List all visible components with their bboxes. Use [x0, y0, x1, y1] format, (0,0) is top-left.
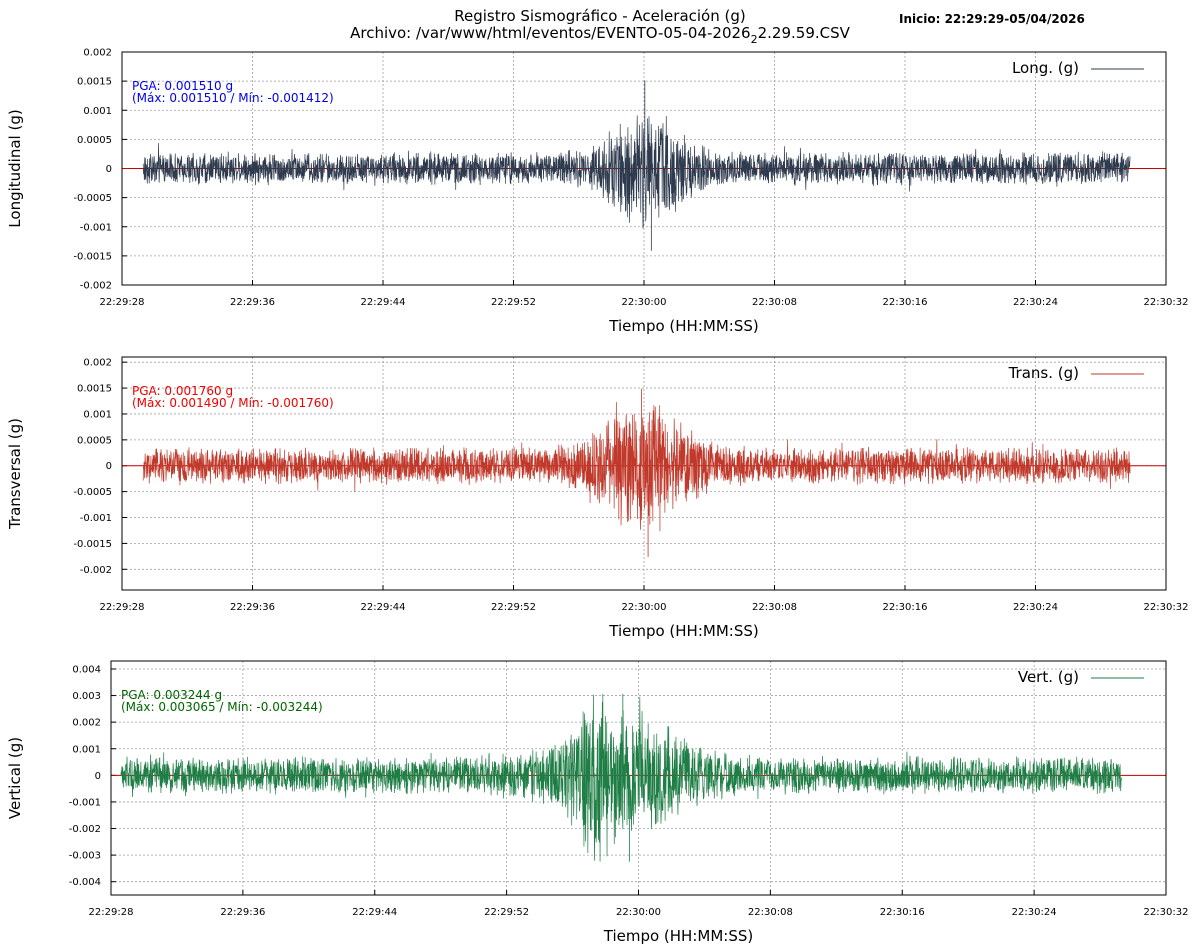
- chart-vertical: 22:29:28 22:29:36 22:29:44 22:29:52 22:30:00…: [6, 660, 1189, 945]
- y-tick-label: -0.003: [69, 851, 101, 862]
- y-axis-label: Vertical (g): [6, 737, 24, 819]
- x-tick-label: 22:30:32: [1144, 297, 1189, 308]
- y-axis-label: Longitudinal (g): [6, 109, 24, 227]
- x-tick-label: 22:29:52: [491, 297, 536, 308]
- series-line-longitudinal: [142, 115, 1131, 229]
- y-axis-label: Transversal (g): [6, 418, 24, 530]
- y-tick-label: 0.004: [72, 664, 101, 675]
- max-min-annotation: (Máx: 0.001490 / Mín: -0.001760): [132, 396, 334, 410]
- y-tick-label: 0.0005: [77, 435, 112, 446]
- x-tick-label: 22:29:28: [89, 907, 134, 918]
- x-tick-label: 22:29:44: [352, 907, 397, 918]
- pga-annotation: PGA: 0.001760 g: [132, 384, 233, 398]
- y-tick-label: 0: [106, 461, 112, 472]
- x-axis-label: Tiempo (HH:MM:SS): [608, 622, 758, 640]
- x-tick-label: 22:30:32: [1144, 602, 1189, 613]
- x-tick-label: 22:29:28: [100, 602, 145, 613]
- x-tick-label: 22:30:16: [880, 907, 925, 918]
- y-tick-label: 0.0005: [77, 135, 112, 146]
- x-tick-label: 22:29:36: [220, 907, 265, 918]
- y-tick-label: 0.0015: [77, 384, 112, 395]
- x-tick-label: 22:30:16: [883, 602, 928, 613]
- x-tick-label: 22:30:32: [1144, 907, 1189, 918]
- x-tick-label: 22:30:08: [748, 907, 793, 918]
- title-file-subscript: 2: [751, 33, 758, 46]
- x-tick-label: 22:29:44: [361, 602, 406, 613]
- y-tick-label: -0.001: [69, 797, 101, 808]
- x-tick-label: 22:29:52: [484, 907, 529, 918]
- y-tick-label: 0: [95, 771, 101, 782]
- start-time-label: Inicio: 22:29:29-05/04/2026: [899, 12, 1085, 26]
- legend-label: Vert. (g): [1018, 668, 1079, 686]
- y-tick-label: 0.001: [83, 106, 112, 117]
- legend-label: Long. (g): [1012, 59, 1079, 77]
- series-line-vertical: [120, 693, 1122, 862]
- y-tick-label: -0.002: [80, 281, 112, 292]
- y-tick-label: -0.0015: [73, 539, 112, 550]
- x-tick-label: 22:30:00: [622, 297, 667, 308]
- pga-annotation: PGA: 0.003244 g: [121, 688, 222, 702]
- chart-longitudinal: 22:29:28 22:29:36 22:29:44 22:29:52 22:30:00…: [6, 48, 1188, 336]
- x-tick-label: 22:29:28: [100, 297, 145, 308]
- y-tick-label: -0.0005: [73, 193, 112, 204]
- x-tick-label: 22:30:00: [622, 602, 667, 613]
- y-tick-label: 0.002: [83, 358, 112, 369]
- y-tick-label: 0.002: [83, 48, 112, 59]
- x-tick-label: 22:29:36: [230, 602, 275, 613]
- x-tick-label: 22:30:16: [883, 297, 928, 308]
- y-tick-label: -0.001: [80, 513, 112, 524]
- x-axis-label: Tiempo (HH:MM:SS): [608, 317, 758, 335]
- x-tick-label: 22:29:36: [230, 297, 275, 308]
- x-tick-label: 22:30:24: [1012, 907, 1057, 918]
- legend-label: Trans. (g): [1008, 364, 1079, 382]
- y-tick-label: 0.001: [83, 409, 112, 420]
- y-tick-label: -0.002: [80, 565, 112, 576]
- x-tick-label: 22:30:00: [616, 907, 661, 918]
- x-axis-label: Tiempo (HH:MM:SS): [603, 927, 753, 945]
- y-tick-label: -0.0005: [73, 487, 112, 498]
- x-tick-label: 22:29:44: [361, 297, 406, 308]
- series-line-transversal: [142, 402, 1131, 532]
- y-tick-label: -0.002: [69, 824, 101, 835]
- plot-frame: [121, 51, 1167, 286]
- title-file-prefix: Archivo: /var/www/html/eventos/EVENTO-05…: [350, 24, 751, 42]
- x-tick-label: 22:30:08: [752, 602, 797, 613]
- x-tick-label: 22:30:24: [1013, 297, 1058, 308]
- y-tick-label: -0.0015: [73, 251, 112, 262]
- x-tick-label: 22:30:24: [1013, 602, 1058, 613]
- y-tick-label: 0: [106, 164, 112, 175]
- plot-frame: [121, 356, 1167, 591]
- y-tick-label: 0.001: [72, 744, 101, 755]
- y-tick-label: 0.0015: [77, 77, 112, 88]
- y-tick-label: 0.002: [72, 718, 101, 729]
- max-min-annotation: (Máx: 0.001510 / Mín: -0.001412): [132, 91, 334, 105]
- figure-title-line1: Registro Sismográfico - Aceleración (g): [454, 7, 745, 25]
- charts-container: 22:29:28 22:29:36 22:29:44 22:29:52 22:30:00…: [6, 48, 1188, 946]
- pga-annotation: PGA: 0.001510 g: [132, 79, 233, 93]
- chart-transversal: 22:29:28 22:29:36 22:29:44 22:29:52 22:30:00…: [6, 356, 1189, 640]
- figure-title-line2: Archivo: /var/www/html/eventos/EVENTO-05…: [350, 24, 851, 46]
- max-min-annotation: (Máx: 0.003065 / Mín: -0.003244): [121, 700, 323, 714]
- y-tick-label: 0.003: [72, 691, 101, 702]
- x-tick-label: 22:29:52: [491, 602, 536, 613]
- plot-frame: [110, 660, 1167, 896]
- y-tick-label: -0.001: [80, 222, 112, 233]
- x-tick-label: 22:30:08: [752, 297, 797, 308]
- title-file-suffix: 2.29.59.CSV: [758, 24, 851, 42]
- y-tick-label: -0.004: [69, 877, 101, 888]
